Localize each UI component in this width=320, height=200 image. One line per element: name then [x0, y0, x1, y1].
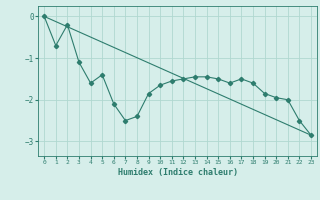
- X-axis label: Humidex (Indice chaleur): Humidex (Indice chaleur): [118, 168, 238, 177]
